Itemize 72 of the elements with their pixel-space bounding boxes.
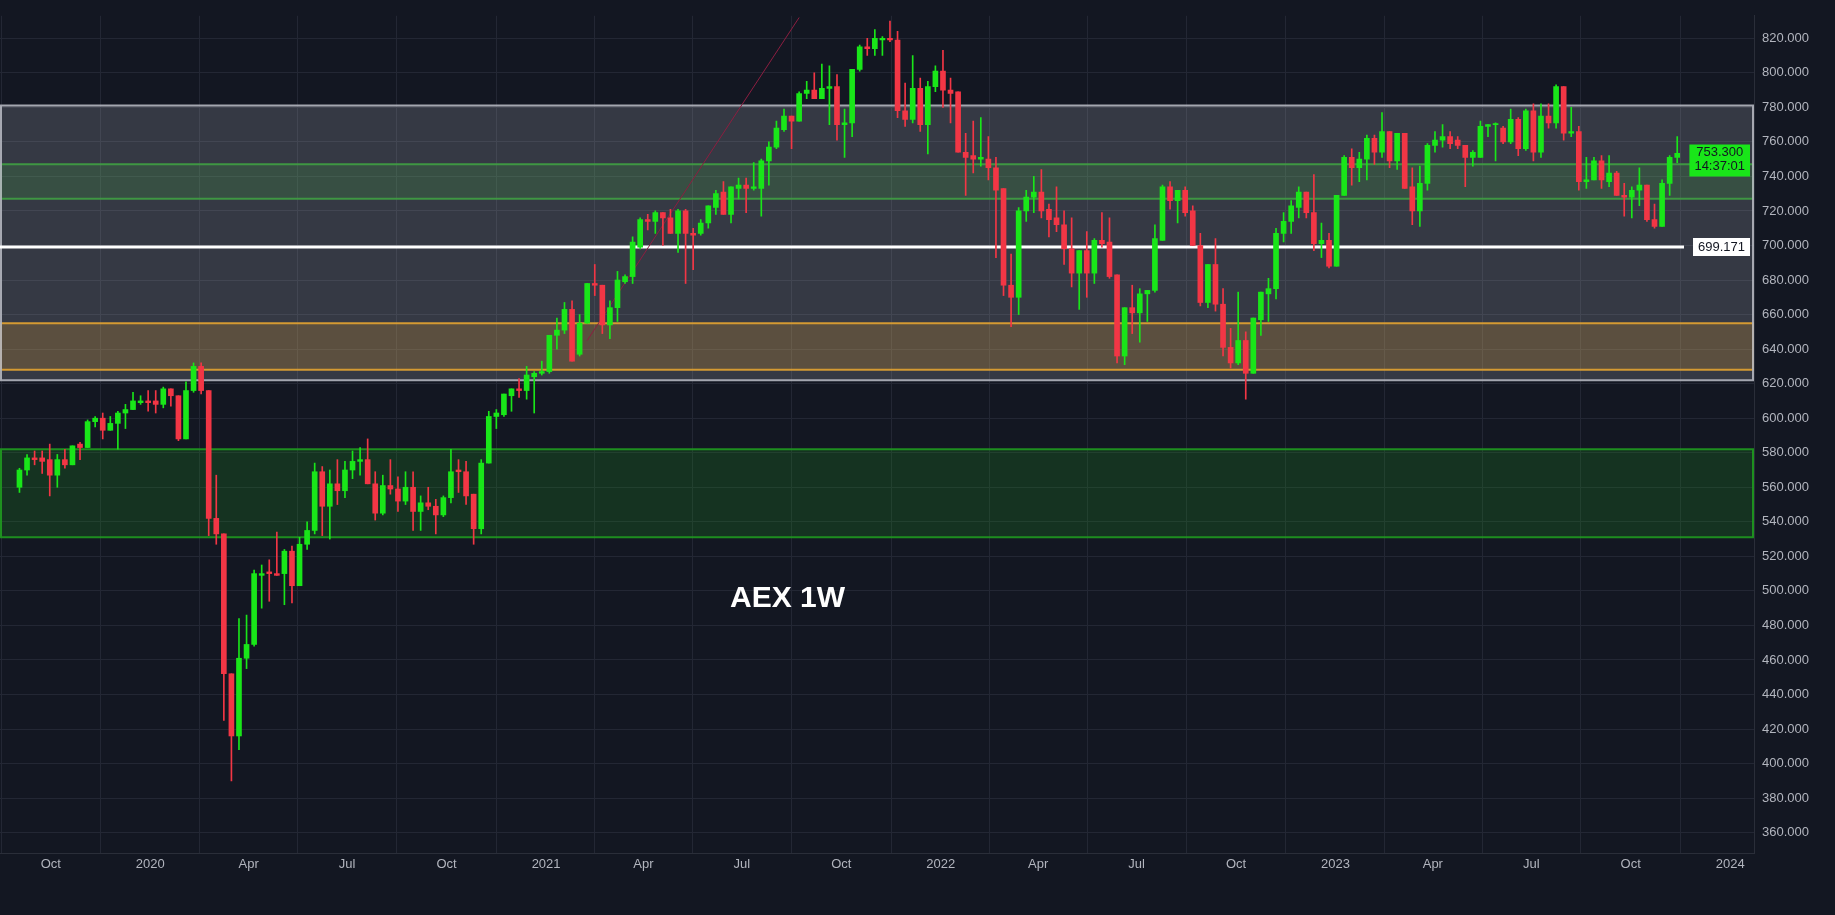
candlestick (357, 447, 363, 476)
ref-line-label: 699.171 (1698, 238, 1745, 254)
candlestick (1568, 107, 1575, 138)
candlestick (152, 390, 159, 414)
x-tick-label: Jul (1128, 855, 1145, 871)
x-tick-label: Jul (1522, 855, 1540, 871)
x-tick-label: 2023 (1321, 855, 1350, 871)
candlestick (993, 157, 999, 258)
candlestick (1030, 176, 1037, 214)
candlestick (1099, 212, 1105, 248)
x-tick-label: 2022 (926, 855, 956, 871)
y-tick-label: 460.000 (1762, 651, 1809, 667)
candlestick (1129, 284, 1136, 334)
x-tick-label: Apr (238, 855, 260, 871)
annotation: 753.300 (1696, 144, 1744, 160)
candlestick (803, 81, 810, 100)
x-tick-label: 2024 (1715, 855, 1745, 871)
candlestick (538, 360, 545, 376)
y-tick-label: 720.000 (1762, 202, 1809, 218)
y-tick-label: 500.000 (1762, 582, 1809, 598)
candlestick (1674, 136, 1681, 163)
y-tick-label: 760.000 (1762, 133, 1809, 149)
y-tick-label: 660.000 (1762, 306, 1809, 322)
candlestick (660, 212, 666, 246)
y-tick-label: 640.000 (1762, 340, 1809, 356)
candlestick (554, 317, 560, 350)
candlestick (1432, 131, 1438, 153)
x-tick-label: Oct (40, 855, 62, 871)
y-tick-label: 420.000 (1762, 720, 1809, 736)
y-tick-label: 360.000 (1762, 824, 1809, 840)
x-tick-label: Oct (436, 855, 458, 871)
y-tick-label: 740.000 (1762, 167, 1809, 183)
x-tick-label: Apr (1028, 855, 1049, 871)
x-tick-label: Oct (1620, 855, 1642, 871)
candlestick (1628, 186, 1635, 219)
y-tick-label: 400.000 (1762, 755, 1809, 771)
annotation: AEX 1W (730, 580, 846, 614)
x-tick-label: 2021 (531, 855, 561, 871)
x-tick-label: Jul (733, 855, 751, 871)
x-tick-label: Apr (1422, 855, 1444, 871)
candlestick (39, 450, 45, 474)
y-tick-label: 620.000 (1762, 375, 1809, 391)
candlestick (1485, 124, 1491, 138)
x-tick-label: Apr (633, 855, 655, 871)
x-tick-label: Oct (831, 855, 852, 871)
y-tick-label: 700.000 (1762, 237, 1809, 253)
x-tick-label: 2020 (135, 855, 165, 871)
candlestick (644, 214, 651, 231)
x-tick-label: Oct (1225, 855, 1247, 871)
x-tick-label: Jul (338, 855, 356, 871)
y-tick-label: 480.000 (1762, 617, 1809, 633)
y-tick-label: 440.000 (1762, 686, 1809, 702)
y-tick-label: 680.000 (1762, 271, 1809, 287)
candlestick (425, 486, 432, 511)
y-tick-label: 380.000 (1762, 789, 1809, 805)
candlestick (77, 442, 83, 460)
y-tick-label: 520.000 (1762, 547, 1809, 563)
candlestick (531, 371, 538, 414)
y-tick-label: 780.000 (1762, 98, 1809, 114)
candlestick (274, 531, 280, 576)
y-tick-label: 820.000 (1762, 29, 1809, 45)
annotation: 14:37:01 (1694, 158, 1745, 174)
candlestick (432, 499, 439, 535)
candlestick (743, 177, 749, 214)
candlestick (1008, 253, 1014, 327)
y-tick-label: 800.000 (1762, 64, 1809, 80)
y-tick-label: 540.000 (1762, 513, 1809, 529)
candlestick (258, 564, 265, 609)
candlestick (902, 82, 908, 127)
y-tick-label: 580.000 (1762, 444, 1809, 460)
y-tick-label: 600.000 (1762, 409, 1809, 425)
y-tick-label: 560.000 (1762, 478, 1809, 494)
